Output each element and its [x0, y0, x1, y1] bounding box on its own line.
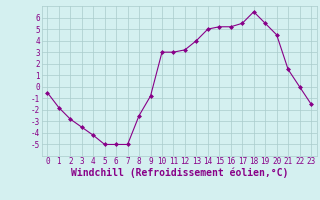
X-axis label: Windchill (Refroidissement éolien,°C): Windchill (Refroidissement éolien,°C)	[70, 168, 288, 178]
